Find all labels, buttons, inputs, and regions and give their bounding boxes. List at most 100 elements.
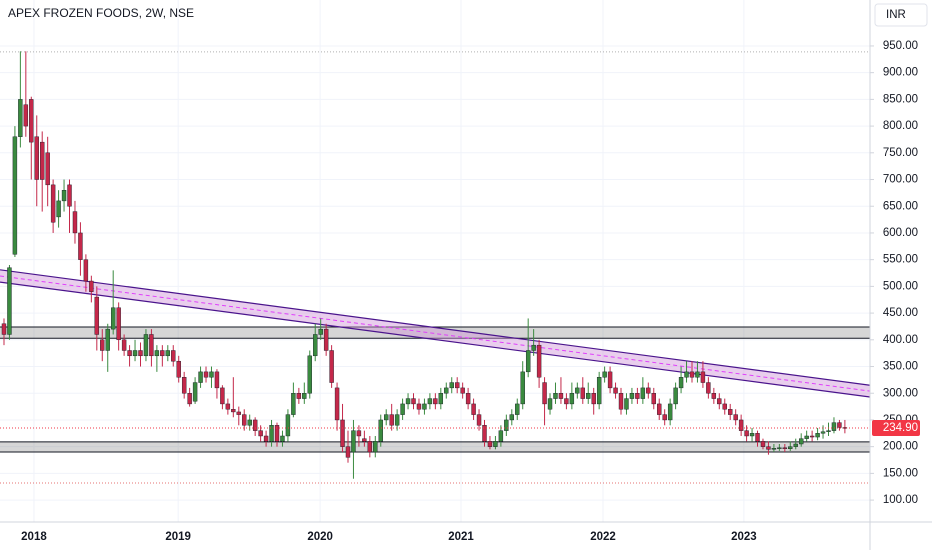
candle-body (569, 393, 575, 405)
candle-body (100, 339, 105, 351)
candle-body (198, 371, 203, 383)
candle-body (176, 360, 181, 378)
candle-body (329, 350, 334, 383)
candle-body (236, 411, 241, 415)
candle-body (345, 446, 351, 458)
y-tick-label: 500.00 (883, 280, 918, 292)
candle-body (711, 393, 717, 399)
candle-body (116, 307, 121, 341)
candle-body (826, 430, 831, 432)
candle-body (744, 430, 749, 437)
candle-body (782, 447, 788, 450)
candle-body (515, 403, 520, 415)
candle-body (580, 387, 585, 399)
candle-body (40, 141, 45, 180)
candle-body (586, 393, 591, 399)
candle-body (646, 387, 651, 394)
candle-body (667, 403, 673, 421)
candle-body (427, 398, 433, 405)
candle-body (831, 422, 837, 431)
candle-body (94, 296, 100, 335)
candle-body (220, 387, 225, 405)
candle-body (274, 425, 280, 442)
candle-body (61, 190, 67, 202)
y-tick-label: 950.00 (883, 40, 918, 52)
candle-body (225, 403, 231, 410)
candle-body (149, 334, 154, 357)
candle-body (684, 371, 689, 378)
candle-body (203, 371, 209, 378)
candle-body (269, 425, 274, 442)
y-tick-label: 100.00 (883, 494, 918, 506)
candle-body (209, 371, 214, 378)
y-tick-label: 200.00 (883, 441, 918, 453)
candle-body (728, 409, 733, 415)
candle-body (50, 184, 56, 223)
candle-body (285, 414, 291, 437)
candle-body (673, 387, 678, 405)
candle-body (591, 393, 596, 405)
x-tick-label: 2018 (21, 531, 47, 543)
y-tick-label: 300.00 (883, 387, 918, 399)
candle-body (509, 414, 515, 421)
candle-body (607, 371, 613, 389)
candle-body (487, 441, 493, 447)
candle-body (837, 422, 842, 428)
candle-body (334, 387, 340, 421)
currency[interactable]: INR (886, 9, 906, 21)
candle-body (154, 350, 160, 357)
y-tick-label: 700.00 (883, 174, 918, 186)
candle-body (72, 211, 78, 234)
candle-body (160, 350, 165, 357)
candle-body (504, 419, 509, 431)
candle-body (471, 403, 476, 415)
x-tick-label: 2023 (731, 531, 757, 543)
candle-body (187, 393, 192, 405)
candle-body (536, 344, 542, 378)
candle-body (777, 447, 782, 449)
candle-body (34, 136, 39, 180)
candle-body (733, 414, 738, 421)
x-tick-label: 2022 (590, 531, 616, 543)
candle-body (553, 393, 558, 399)
candle-body (389, 414, 394, 426)
candle-body (296, 393, 302, 399)
candle-body (400, 403, 405, 415)
candle-body (258, 430, 263, 437)
candle-body (214, 371, 220, 389)
y-tick-label: 600.00 (883, 227, 918, 239)
candle-body (662, 414, 667, 421)
x-tick-label: 2021 (448, 531, 474, 543)
candle-body (717, 398, 722, 405)
zone (0, 441, 870, 453)
candle-body (640, 387, 646, 399)
candle-body (132, 350, 138, 357)
y-tick-label: 900.00 (883, 67, 918, 79)
candle-body (766, 446, 771, 450)
candle-body (798, 438, 804, 445)
candle-body (793, 443, 798, 447)
candle-body (307, 355, 312, 394)
candle-body (635, 393, 640, 399)
currency-button[interactable] (874, 3, 928, 27)
candle-body (23, 104, 29, 127)
candle-body (192, 382, 198, 402)
candle-body (56, 200, 61, 218)
candle-body (624, 398, 629, 410)
y-tick-label: 800.00 (883, 120, 918, 132)
candle-body (820, 431, 826, 434)
candle-body (323, 328, 329, 351)
candle-body (575, 387, 580, 394)
y-tick-label: 750.00 (883, 147, 918, 159)
candle-body (700, 371, 706, 383)
candle-body (416, 403, 422, 410)
candle-body (143, 334, 149, 357)
zone (0, 326, 870, 339)
candle-body (89, 280, 94, 292)
candle-body (291, 393, 296, 415)
candle-body (460, 387, 465, 394)
candle-body (433, 398, 438, 405)
candle-body (815, 433, 820, 438)
candle-body (657, 403, 662, 415)
